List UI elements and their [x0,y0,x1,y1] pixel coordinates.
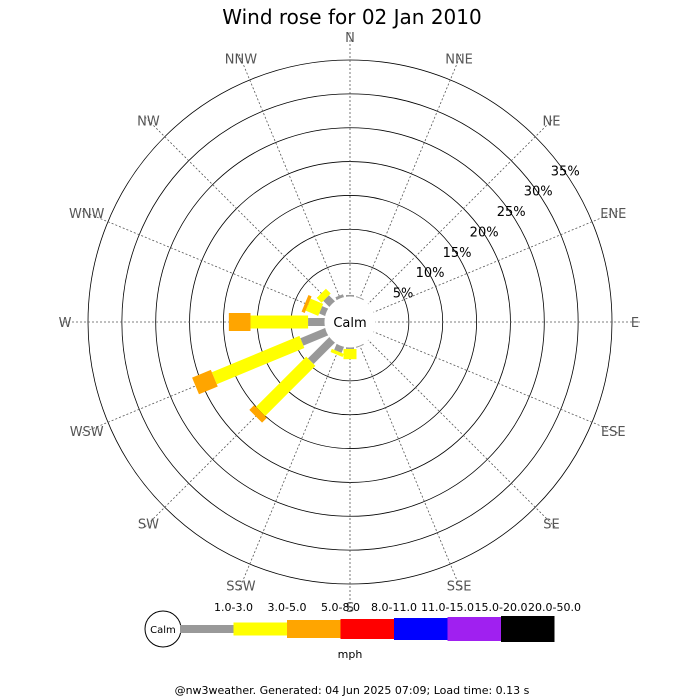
legend-swatch [340,619,394,639]
grid-ring [155,127,545,517]
grid-spoke [349,210,619,323]
legend-calm-label: Calm [150,625,176,636]
calm-circle [324,296,376,348]
legend-swatch [394,618,448,640]
compass-label: NNE [445,53,473,68]
grid-spoke [349,53,462,323]
legend-bin-label: 5.0-8.0 [321,601,360,614]
legend-swatch [233,622,287,636]
compass-label: NNW [225,53,257,68]
compass-label: SSW [226,579,256,594]
legend-swatch [287,620,341,638]
wind-bar-SSW-3.0-5.0 [330,348,344,357]
grid-spoke [144,116,351,323]
legend-bin-label: 1.0-3.0 [214,601,253,614]
ring-label: 25% [497,205,526,220]
legend-bin-label: 3.0-5.0 [268,601,307,614]
wind-bar-WNW-5.0-8.0 [301,295,312,313]
chart-title: Wind rose for 02 Jan 2010 [222,5,481,29]
legend-swatch [501,616,555,642]
wind-bar-SW-5.0-8.0 [249,405,267,423]
legend-bin-label: 15.0-20.0 [475,601,528,614]
legend-bin-label: 20.0-50.0 [528,601,581,614]
grid-spoke [238,321,351,591]
ring-label: 15% [443,246,472,261]
wind-bar-WNW-3.0-5.0 [305,298,324,316]
compass-label: SSE [447,579,472,594]
wind-bar-WSW-3.0-5.0 [211,335,305,385]
legend-bin-label: 8.0-11.0 [371,601,417,614]
footer-text: @nw3weather. Generated: 04 Jun 2025 07:0… [175,684,530,697]
compass-label: NE [543,114,561,129]
legend-bin-label: 11.0-15.0 [421,601,474,614]
wind-bar-SW-3.0-5.0 [255,356,316,417]
compass-label: SE [543,518,559,533]
compass-label: NW [137,114,160,129]
grid-spoke [349,116,556,323]
wind-bar-NW-1.0-3.0 [323,295,336,308]
wind-bar-NNW-1.0-3.0 [335,294,345,301]
wind-bars [192,288,364,423]
grid-spoke [349,321,619,434]
wind-bar-SSW-1.0-3.0 [334,343,345,353]
grid-spoke [349,321,462,591]
polar-grid [60,32,640,612]
ring-labels: 5%10% 15% 20% 25% 30% 35% [393,164,580,301]
legend-swatch [447,617,501,641]
grid-spoke [349,321,556,528]
compass-labels: N NNE NE ENE E ESE SE SSE S SSW SW WSW W WNW NW NNW [59,31,640,616]
compass-label: WNW [69,207,105,222]
compass-label: ESE [601,425,626,440]
calm-label: Calm [333,316,366,331]
ring-label: 5% [393,287,414,302]
wind-bar-WSW-5.0-8.0 [192,369,218,395]
compass-label: WSW [70,425,104,440]
wind-bar-NW-3.0-5.0 [316,288,331,303]
grid-spoke [238,53,351,323]
compass-label: S [346,601,354,616]
ring-label: 30% [524,185,553,200]
compass-label: E [631,316,639,331]
speed-legend: Calm mph 1.0-3.0 3.0-5.0 5.0-8.0 8.0-11.0 11… [144,601,581,661]
grid-ring [223,195,477,449]
compass-label: W [59,316,72,331]
wind-bar-SW-1.0-3.0 [307,336,336,365]
compass-label: ENE [600,207,626,222]
compass-label: N [345,31,355,46]
calm-center: Calm [324,296,376,348]
wind-bar-WSW-1.0-3.0 [300,327,329,346]
legend-swatch [180,625,234,633]
ring-label: 35% [551,164,580,179]
compass-label: SW [138,518,159,533]
legend-unit: mph [338,648,363,661]
ring-label: 20% [470,225,499,240]
ring-label: 10% [416,266,445,281]
wind-bar-WNW-1.0-3.0 [319,306,329,317]
